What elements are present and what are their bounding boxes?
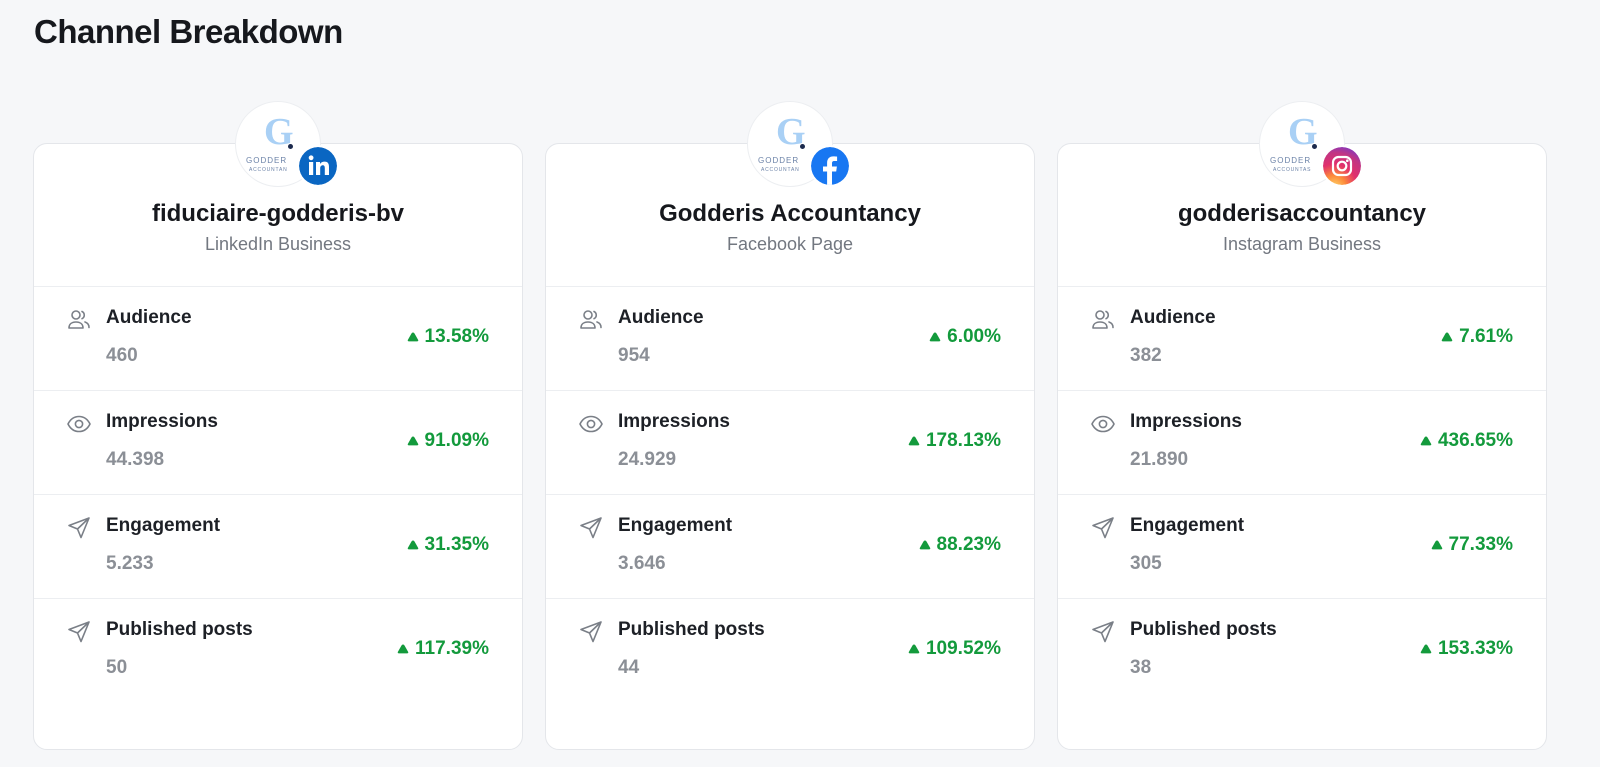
metric-label: Audience xyxy=(618,307,704,328)
metric-value: 24.929 xyxy=(618,449,677,470)
metric-published-posts: Published posts 38 153.33% xyxy=(1058,599,1546,703)
account-name: fiduciaire-godderis-bv xyxy=(151,200,405,227)
metric-label: Engagement xyxy=(618,515,733,536)
metric-value: 3.646 xyxy=(618,553,666,574)
metric-value: 44.398 xyxy=(106,449,165,470)
account-name: godderisaccountancy xyxy=(1177,200,1427,227)
metric-change: 7.61% xyxy=(1441,324,1513,350)
metric-change: 31.35% xyxy=(407,532,489,558)
trend-up-icon xyxy=(1420,644,1432,654)
send-icon xyxy=(580,517,602,539)
metric-label: Impressions xyxy=(106,411,218,432)
instagram-icon xyxy=(1321,145,1363,187)
metric-value: 954 xyxy=(618,345,650,366)
metric-engagement: Engagement 3.646 88.23% xyxy=(546,495,1034,599)
linkedin-icon xyxy=(297,145,339,187)
metric-value: 460 xyxy=(106,345,138,366)
metric-label: Impressions xyxy=(1130,411,1242,432)
company-logo: G GODDER ACCOUNTAN xyxy=(235,101,321,187)
account-type: LinkedIn Business xyxy=(204,234,352,254)
send-icon xyxy=(1092,517,1114,539)
metric-audience: Audience 460 13.58% xyxy=(34,287,522,391)
channel-avatar: G GODDER ACCOUNTAS xyxy=(1259,101,1363,187)
metric-value: 305 xyxy=(1130,553,1162,574)
metric-published-posts: Published posts 44 109.52% xyxy=(546,599,1034,703)
metric-impressions: Impressions 24.929 178.13% xyxy=(546,391,1034,495)
metric-change: 178.13% xyxy=(908,428,1001,454)
send-icon xyxy=(580,621,602,643)
metric-label: Impressions xyxy=(618,411,730,432)
metric-audience: Audience 382 7.61% xyxy=(1058,287,1546,391)
metric-change: 109.52% xyxy=(908,636,1001,662)
trend-up-icon xyxy=(407,436,418,446)
trend-up-icon xyxy=(908,436,920,446)
metric-published-posts: Published posts 50 117.39% xyxy=(34,599,522,703)
trend-up-icon xyxy=(407,540,418,550)
send-icon xyxy=(68,621,90,643)
metric-label: Published posts xyxy=(618,619,765,640)
metric-change: 88.23% xyxy=(919,532,1001,558)
metric-label: Engagement xyxy=(1130,515,1245,536)
account-type: Instagram Business xyxy=(1222,234,1382,254)
metric-change: 13.58% xyxy=(407,324,489,350)
metric-value: 38 xyxy=(1130,657,1152,678)
metric-label: Engagement xyxy=(106,515,221,536)
metric-label: Audience xyxy=(1130,307,1216,328)
page-title: Channel Breakdown xyxy=(34,13,343,50)
trend-up-icon xyxy=(407,332,418,342)
metric-value: 50 xyxy=(106,657,128,678)
metric-engagement: Engagement 5.233 31.35% xyxy=(34,495,522,599)
channel-card-instagram[interactable]: G GODDER ACCOUNTAS godderisaccountancy I… xyxy=(1057,101,1547,750)
eye-icon xyxy=(1091,415,1115,433)
metric-value: 382 xyxy=(1130,345,1162,366)
users-icon xyxy=(68,310,90,329)
metric-label: Published posts xyxy=(106,619,253,640)
eye-icon xyxy=(579,415,603,433)
channel-card-facebook[interactable]: G GODDER ACCOUNTAN Godderis Accountancy … xyxy=(545,101,1035,750)
metric-value: 5.233 xyxy=(106,553,154,574)
metric-change: 117.39% xyxy=(397,636,489,662)
trend-up-icon xyxy=(908,644,920,654)
metric-engagement: Engagement 305 77.33% xyxy=(1058,495,1546,599)
trend-up-icon xyxy=(919,540,930,550)
trend-up-icon xyxy=(1420,436,1432,446)
metric-label: Audience xyxy=(106,307,192,328)
metric-value: 44 xyxy=(618,657,640,678)
users-icon xyxy=(1092,310,1114,329)
metric-change: 153.33% xyxy=(1420,636,1513,662)
account-type: Facebook Page xyxy=(726,234,854,254)
metric-change: 77.33% xyxy=(1431,532,1513,558)
metric-impressions: Impressions 44.398 91.09% xyxy=(34,391,522,495)
trend-up-icon xyxy=(929,332,941,342)
users-icon xyxy=(580,310,602,329)
trend-up-icon xyxy=(397,644,409,654)
metric-impressions: Impressions 21.890 436.65% xyxy=(1058,391,1546,495)
trend-up-icon xyxy=(1441,332,1453,342)
channel-card-linkedin[interactable]: G GODDER ACCOUNTAN fiduciaire-godderis-b… xyxy=(33,101,523,750)
metric-change: 6.00% xyxy=(929,324,1001,350)
send-icon xyxy=(68,517,90,539)
eye-icon xyxy=(67,415,91,433)
metric-change: 436.65% xyxy=(1420,428,1513,454)
trend-up-icon xyxy=(1431,540,1442,550)
send-icon xyxy=(1092,621,1114,643)
metric-value: 21.890 xyxy=(1130,449,1189,470)
metric-audience: Audience 954 6.00% xyxy=(546,287,1034,391)
metric-label: Published posts xyxy=(1130,619,1277,640)
account-name: Godderis Accountancy xyxy=(659,200,921,227)
channel-avatar: G GODDER ACCOUNTAN xyxy=(235,101,339,187)
metric-change: 91.09% xyxy=(407,428,489,454)
facebook-icon xyxy=(809,145,851,187)
channel-avatar: G GODDER ACCOUNTAN xyxy=(747,101,851,187)
